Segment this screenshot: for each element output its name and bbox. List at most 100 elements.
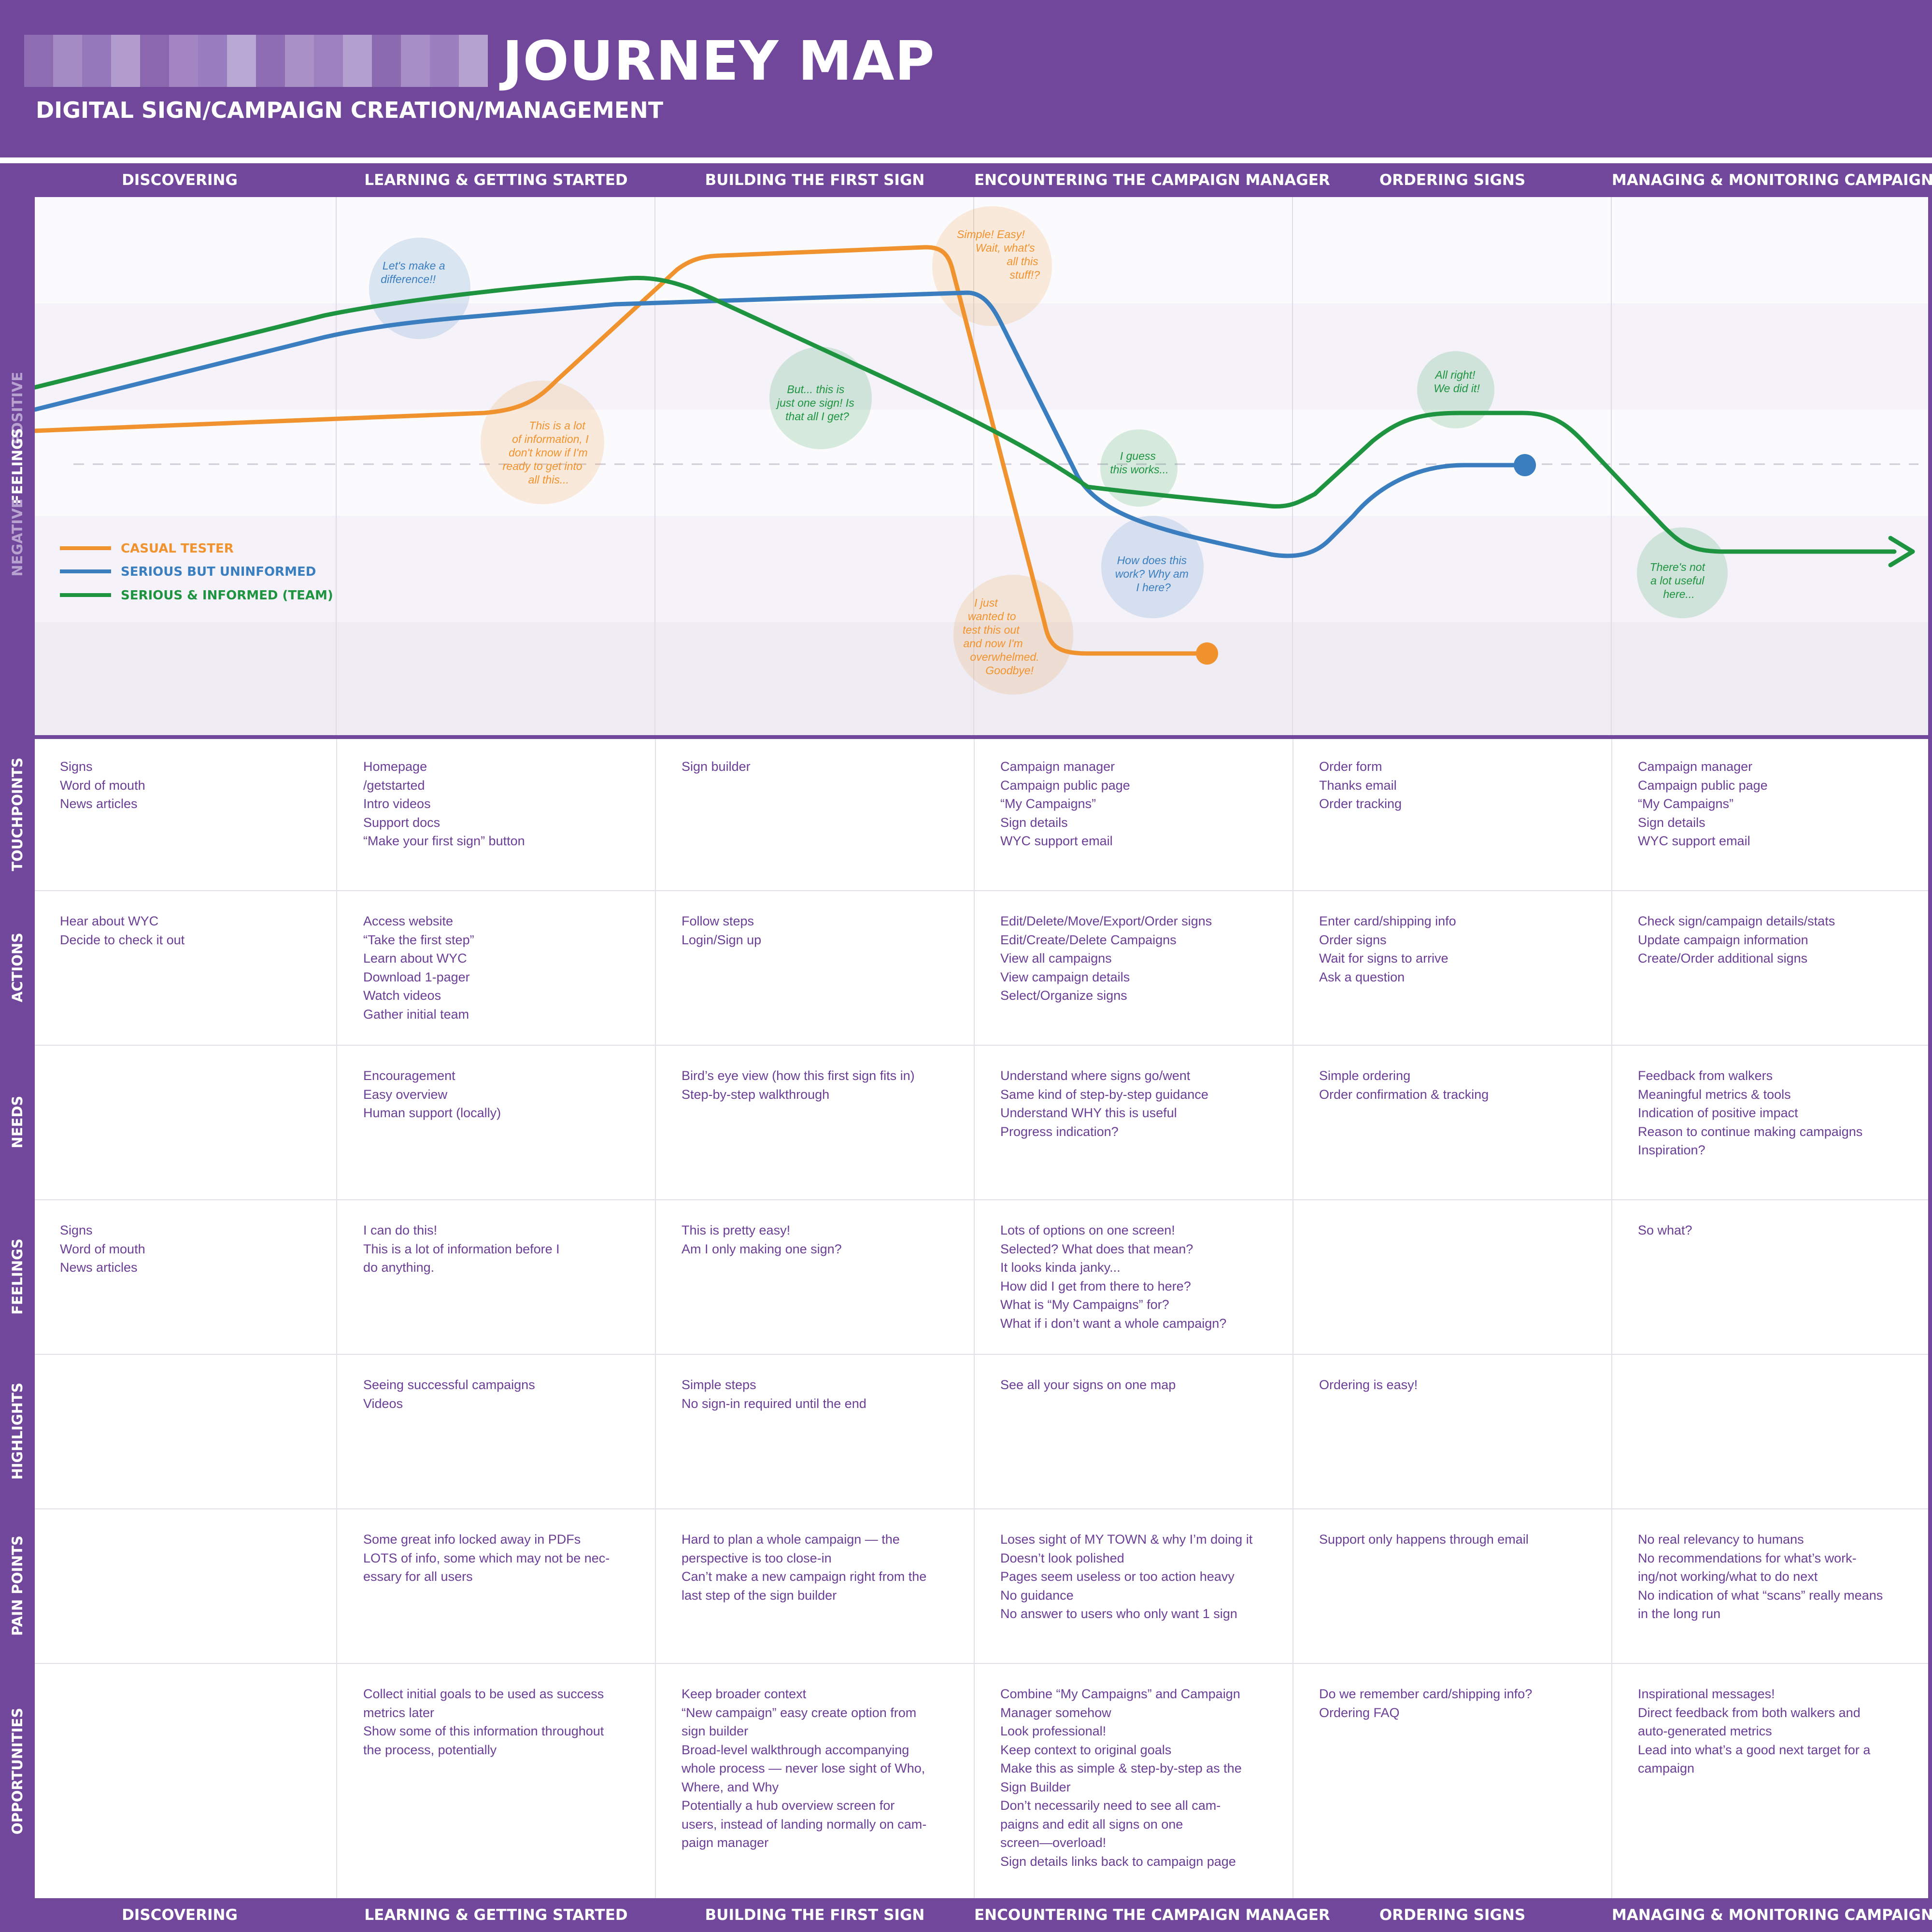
table-cell: Some great info locked away in PDFs LOTS … (363, 1530, 610, 1586)
cell-line: Word of mouth (60, 778, 145, 793)
svg-text:I guess this works...: I guess this works... (1110, 450, 1168, 476)
phase-ordering: ORDERING SIGNS (1379, 1906, 1526, 1924)
cell-line: Ask a question (1319, 969, 1405, 984)
table-cell: Access website “Take the first step” Learn… (363, 912, 474, 1023)
cell-line: Collect initial goals to be used as succ… (363, 1687, 604, 1701)
row-divider (35, 1663, 1928, 1664)
cell-line: Selected? What does that mean? (1000, 1241, 1193, 1256)
bubble-line: that all I get? (785, 410, 849, 423)
journey-curves: Let's make a difference!! This is a lot … (35, 197, 1918, 735)
table-cell: Hear about WYC Decide to check it out (60, 912, 185, 949)
column-divider (655, 739, 656, 1898)
cell-line: “My Campaigns” (1638, 796, 1734, 811)
cell-line: Don’t necessarily need to see all cam- (1000, 1798, 1221, 1813)
bubble-line: There's not (1650, 561, 1706, 573)
cell-line: Support only happens through email (1319, 1532, 1529, 1547)
cell-line: Simple steps (682, 1378, 756, 1392)
cell-line: WYC support email (1000, 834, 1113, 848)
bubble-overwhelmed: I just wanted to test this out and now I… (953, 575, 1073, 695)
svg-text:How does this work? Wh: How does this work? Why am I here? (1115, 554, 1192, 594)
svg-text:But... this is just on: But... this is just one sign! Is that al… (776, 383, 857, 423)
table-cell: Lots of options on one screen! Selected? … (1000, 1221, 1226, 1333)
cell-line: “Make your first sign” button (363, 834, 525, 848)
cell-line: No answer to users who only want 1 sign (1000, 1606, 1237, 1621)
table-cell: Ordering is easy! (1319, 1376, 1418, 1394)
table-cell: Sign builder (682, 757, 751, 776)
cell-line: Sign Builder (1000, 1779, 1071, 1794)
table-cell: Bird’s eye view (how this first sign fit… (682, 1066, 915, 1104)
bubble-all-right: All right! We did it! (1417, 351, 1494, 428)
bubble-lot-of-information: This is a lot of information, I don't kn… (481, 381, 604, 504)
phase-learning: LEARNING & GETTING STARTED (364, 1906, 628, 1924)
cell-line: Lots of options on one screen! (1000, 1223, 1175, 1237)
curve-serious-informed (35, 276, 1897, 554)
cell-line: Sign details (1000, 815, 1068, 830)
table-cell: Order form Thanks email Order tracking (1319, 757, 1402, 813)
bubble-line: Wait, what's (976, 242, 1035, 254)
cell-line: Homepage (363, 759, 427, 774)
phase-header-top: DISCOVERING LEARNING & GETTING STARTED B… (35, 163, 1932, 197)
cell-line: ing/not working/what to do next (1638, 1569, 1818, 1584)
phase-managing: MANAGING & MONITORING CAMPAIGNS (1612, 171, 1932, 189)
cell-line: Step-by-step walkthrough (682, 1087, 830, 1102)
row-label-feelings: FEELINGS (9, 1238, 26, 1315)
cell-line: Am I only making one sign? (682, 1241, 842, 1256)
cell-line: last step of the sign builder (682, 1588, 837, 1603)
phase-building: BUILDING THE FIRST SIGN (705, 171, 925, 189)
chart-band (35, 197, 1928, 303)
row-divider (35, 890, 1928, 891)
cell-line: Enter card/shipping info (1319, 914, 1456, 928)
cell-line: Select/Organize signs (1000, 988, 1127, 1003)
cell-line: Understand where signs go/went (1000, 1068, 1191, 1083)
page-subtitle: DIGITAL SIGN/CAMPAIGN CREATION/MANAGEMEN… (36, 97, 664, 123)
table-cell: Do we remember card/shipping info? Orderi… (1319, 1685, 1532, 1722)
table-cell: Campaign manager Campaign public page “My … (1638, 757, 1768, 851)
cell-line: Look professional! (1000, 1724, 1107, 1738)
cell-line: News articles (60, 1260, 138, 1275)
row-divider (35, 1508, 1928, 1509)
cell-line: sign builder (682, 1724, 749, 1738)
table-cell: Signs Word of mouth News articles (60, 757, 145, 813)
cell-line: campaign (1638, 1761, 1695, 1776)
cell-line: Videos (363, 1396, 403, 1411)
svg-text:There's not a lot usef: There's not a lot useful here... (1650, 561, 1708, 600)
bubble-line: a lot useful (1650, 574, 1705, 587)
row-label-needs: NEEDS (9, 1095, 26, 1149)
cell-line: What is “My Campaigns” for? (1000, 1297, 1169, 1312)
bubble-line: difference!! (381, 273, 436, 285)
cell-line: Simple ordering (1319, 1068, 1411, 1083)
cell-line: Watch videos (363, 988, 441, 1003)
table-cell: Loses sight of MY TOWN & why I’m doing i… (1000, 1530, 1252, 1623)
journey-table (35, 739, 1928, 1898)
chart-band (35, 303, 1928, 410)
table-cell: Encouragement Easy overview Human support … (363, 1066, 501, 1122)
phase-campaign-manager: ENCOUNTERING THE CAMPAIGN MANAGER (974, 1906, 1330, 1924)
cell-line: Understand WHY this is useful (1000, 1106, 1177, 1120)
cell-line: the process, potentially (363, 1742, 497, 1757)
table-cell: Signs Word of mouth News articles (60, 1221, 145, 1277)
bubble-line: Goodbye! (985, 664, 1034, 677)
cell-line: Campaign public page (1638, 778, 1768, 793)
table-cell: Campaign manager Campaign public page “My … (1000, 757, 1130, 851)
cell-line: Manager somehow (1000, 1705, 1111, 1720)
row-label-touchpoints: TOUCHPOINTS (9, 757, 26, 871)
cell-line: Order form (1319, 759, 1382, 774)
cell-line: Feedback from walkers (1638, 1068, 1773, 1083)
cell-line: Access website (363, 914, 454, 928)
cell-line: Thanks email (1319, 778, 1397, 793)
table-cell: Combine “My Campaigns” and Campaign Manag… (1000, 1685, 1242, 1871)
cell-line: LOTS of info, some which may not be nec- (363, 1550, 610, 1565)
table-cell: Hard to plan a whole campaign — the persp… (682, 1530, 926, 1605)
cell-line: Bird’s eye view (how this first sign fit… (682, 1068, 915, 1083)
cell-line: No indication of what “scans” really mea… (1638, 1588, 1883, 1603)
bubble-line: just one sign! Is (776, 397, 854, 409)
cell-line: Easy overview (363, 1087, 448, 1102)
bubble-line: test this out (963, 624, 1020, 636)
cell-line: Encouragement (363, 1068, 455, 1083)
table-cell: Follow steps Login/Sign up (682, 912, 761, 949)
cell-line: I can do this! (363, 1223, 438, 1237)
cell-line: No sign-in required until the end (682, 1396, 867, 1411)
curve-serious-uninformed (35, 290, 1526, 558)
cell-line: Doesn’t look polished (1000, 1550, 1124, 1565)
cell-line: auto-generated metrics (1638, 1724, 1772, 1738)
